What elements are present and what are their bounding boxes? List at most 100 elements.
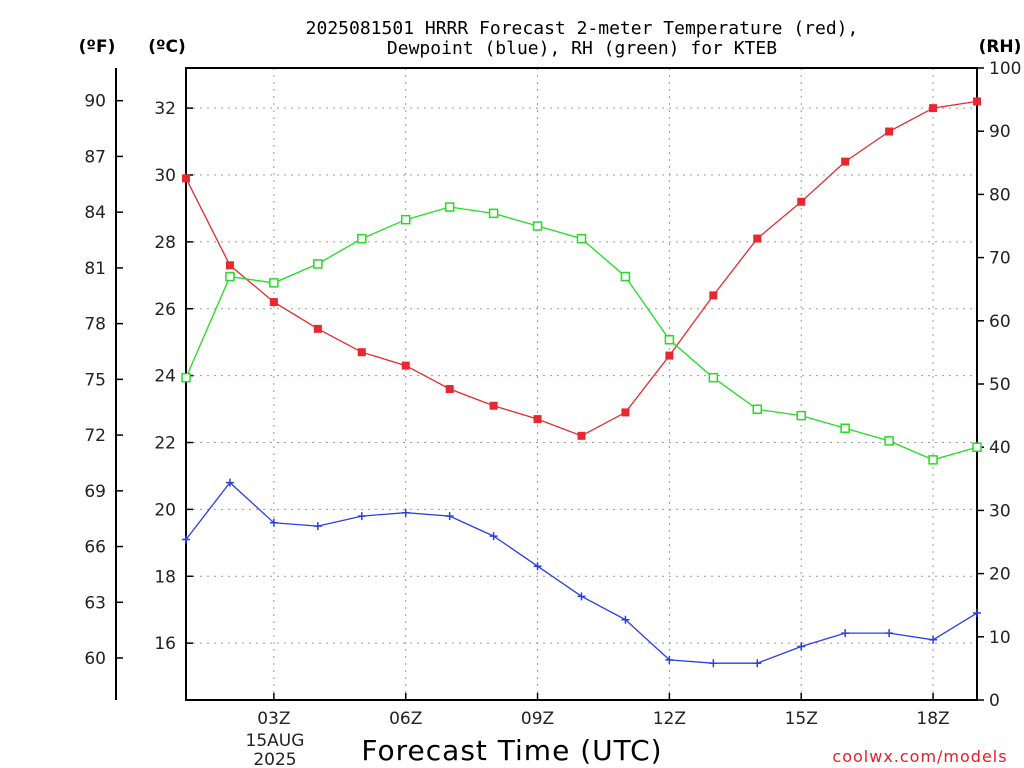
rh-tick-label: 70 bbox=[989, 249, 1011, 269]
dewpoint-point bbox=[357, 512, 366, 521]
rh-point bbox=[444, 202, 455, 212]
temperature-point bbox=[753, 234, 762, 243]
temperature-point bbox=[269, 298, 278, 307]
temperature-point bbox=[357, 348, 366, 357]
rh-line bbox=[185, 206, 978, 461]
temperature-point bbox=[665, 351, 674, 360]
temperature-point bbox=[313, 324, 322, 333]
temperature-point bbox=[533, 415, 542, 424]
fahrenheit-tick-label: 69 bbox=[84, 482, 106, 502]
rh-tick-label: 20 bbox=[989, 565, 1011, 585]
dewpoint-point bbox=[445, 512, 454, 521]
rh-tick-label: 80 bbox=[989, 185, 1011, 205]
rh-point bbox=[313, 259, 323, 269]
celsius-tick-label: 28 bbox=[154, 233, 176, 253]
rh-tick-label: 40 bbox=[989, 438, 1011, 458]
dewpoint-point bbox=[929, 635, 938, 644]
chart-title-line2: Dewpoint (blue), RH (green) for KTEB bbox=[387, 38, 777, 59]
rh-tick-label: 60 bbox=[989, 312, 1011, 332]
dewpoint-point bbox=[753, 659, 762, 668]
celsius-tick-label: 26 bbox=[154, 300, 176, 320]
dewpoint-point bbox=[577, 592, 586, 601]
rh-series bbox=[181, 202, 982, 465]
series-lines bbox=[181, 97, 982, 668]
rh-point bbox=[400, 214, 411, 225]
rh-tick-label: 0 bbox=[989, 691, 1000, 711]
temperature-point bbox=[577, 431, 586, 440]
rh-tick-label: 100 bbox=[989, 59, 1021, 79]
rh-tick-label: 30 bbox=[989, 501, 1011, 521]
temperature-point bbox=[445, 385, 454, 394]
fahrenheit-tick-label: 66 bbox=[84, 538, 106, 558]
dewpoint-point bbox=[885, 629, 894, 638]
celsius-tick-label: 20 bbox=[154, 500, 176, 520]
dewpoint-point bbox=[269, 518, 278, 527]
temperature-point bbox=[797, 197, 806, 206]
temperature-point bbox=[929, 104, 938, 113]
dewpoint-point bbox=[797, 642, 806, 651]
fahrenheit-tick-label: 75 bbox=[84, 370, 106, 390]
celsius-tick-label: 32 bbox=[154, 99, 176, 119]
dewpoint-point bbox=[533, 562, 542, 571]
fahrenheit-tick-label: 78 bbox=[84, 315, 106, 335]
rh-tick-label: 10 bbox=[989, 628, 1011, 648]
celsius-tick-label: 18 bbox=[154, 567, 176, 587]
rh-point bbox=[532, 221, 543, 231]
x-tick-label: 03Z bbox=[257, 709, 290, 729]
temperature-point bbox=[885, 127, 894, 136]
fahrenheit-tick-label: 72 bbox=[84, 426, 106, 446]
fahrenheit-unit-label: (ºF) bbox=[79, 37, 116, 57]
celsius-tick-label: 30 bbox=[154, 166, 176, 186]
date-year-label: 2025 bbox=[253, 750, 296, 768]
rh-point bbox=[752, 404, 763, 415]
temperature-point bbox=[841, 157, 850, 166]
x-tick-label: 18Z bbox=[916, 709, 949, 729]
rh-point bbox=[664, 335, 675, 345]
temperature-point bbox=[973, 97, 981, 106]
temperature-point bbox=[225, 261, 234, 270]
rh-point bbox=[620, 271, 631, 282]
temperature-point bbox=[489, 401, 498, 410]
fahrenheit-tick-label: 84 bbox=[84, 203, 106, 223]
axis-ticks: 16 18 20 22 24 26 28 30 32 60 63 66 69 72 75 78 81 84 87 90… bbox=[84, 59, 1021, 729]
dewpoint-point bbox=[313, 522, 322, 531]
x-axis-title: Forecast Time (UTC) bbox=[361, 734, 662, 767]
chart-title-line1: 2025081501 HRRR Forecast 2-meter Tempera… bbox=[306, 18, 859, 39]
rh-point bbox=[708, 372, 719, 383]
plot-frame bbox=[185, 67, 978, 701]
rh-tick-label: 50 bbox=[989, 375, 1011, 395]
rh-point bbox=[225, 271, 235, 282]
rh-point bbox=[269, 278, 279, 288]
rh-point bbox=[357, 233, 367, 244]
dewpoint-point bbox=[225, 478, 234, 487]
celsius-tick-label: 24 bbox=[154, 367, 176, 387]
fahrenheit-tick-label: 87 bbox=[84, 147, 106, 167]
rh-point bbox=[181, 372, 191, 383]
dewpoint-point bbox=[489, 532, 498, 541]
celsius-tick-label: 22 bbox=[154, 434, 176, 454]
rh-point bbox=[488, 208, 499, 219]
temperature-line bbox=[185, 100, 978, 437]
dewpoint-point bbox=[841, 629, 850, 638]
temperature-point bbox=[182, 174, 190, 183]
fahrenheit-tick-label: 81 bbox=[84, 259, 106, 279]
rh-point bbox=[840, 423, 850, 433]
rh-point bbox=[796, 410, 806, 421]
rh-point bbox=[576, 233, 587, 244]
temperature-point bbox=[709, 291, 718, 300]
temperature-series bbox=[182, 97, 981, 440]
x-tick-label: 12Z bbox=[653, 709, 686, 729]
rh-unit-label: (RH) bbox=[979, 37, 1022, 57]
x-tick-label: 15Z bbox=[785, 709, 818, 729]
celsius-unit-label: (ºC) bbox=[148, 37, 186, 57]
temperature-point bbox=[401, 361, 410, 370]
rh-point bbox=[928, 455, 938, 465]
grid bbox=[186, 68, 977, 700]
rh-point bbox=[972, 442, 982, 452]
dewpoint-point bbox=[401, 508, 410, 517]
fahrenheit-tick-label: 60 bbox=[84, 649, 106, 669]
dewpoint-point bbox=[709, 659, 718, 668]
fahrenheit-tick-label: 63 bbox=[84, 593, 106, 613]
rh-tick-label: 90 bbox=[989, 122, 1011, 142]
